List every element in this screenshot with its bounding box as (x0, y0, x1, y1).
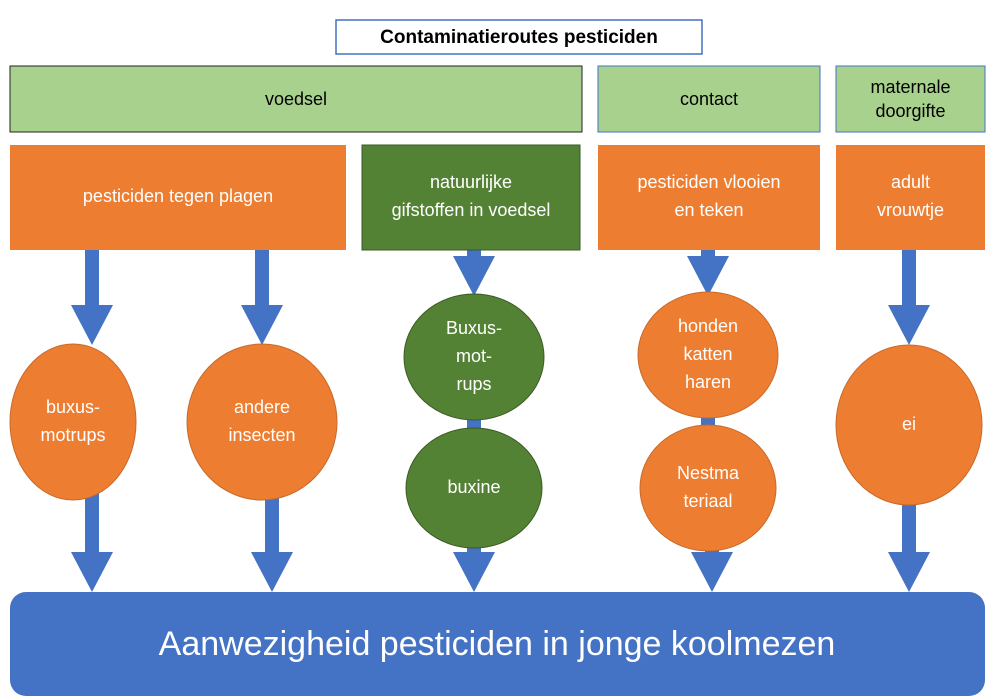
node-label: ei (902, 414, 916, 434)
arrow (888, 500, 930, 592)
node-label: andere (234, 397, 290, 417)
arrow (241, 250, 283, 345)
category-box (9, 65, 583, 133)
outcome: Aanwezigheid pesticiden in jonge koolmez… (159, 625, 836, 663)
node-label: katten (683, 344, 732, 364)
node (835, 344, 983, 506)
outcome-box (10, 592, 985, 696)
node-label: Nestma (677, 463, 740, 483)
category-label: contact (680, 89, 738, 109)
source-label: vrouwtje (877, 200, 944, 220)
category-box (597, 65, 821, 133)
arrow (687, 250, 729, 296)
category-box (835, 65, 986, 133)
source-box (361, 144, 581, 251)
arrow (251, 495, 293, 592)
source-label: pesticiden tegen plagen (83, 186, 273, 206)
node-label: teriaal (683, 491, 732, 511)
node (405, 427, 543, 549)
category-label: voedsel (265, 89, 327, 109)
source-label: adult (891, 172, 930, 192)
node (186, 343, 338, 501)
arrow (888, 250, 930, 345)
node (637, 291, 779, 419)
node-label: buxine (447, 477, 500, 497)
node-label: buxus- (46, 397, 100, 417)
node (9, 343, 137, 501)
node-label: honden (678, 316, 738, 336)
node-label: mot- (456, 346, 492, 366)
node-label: insecten (228, 425, 295, 445)
source-label: natuurlijke (430, 172, 512, 192)
arrow (691, 545, 733, 592)
category-label: maternale (870, 77, 950, 97)
arrow (71, 250, 113, 345)
node-label: motrups (40, 425, 105, 445)
node-label: Buxus- (446, 318, 502, 338)
node (639, 424, 777, 552)
title-box (335, 19, 703, 55)
node (403, 293, 545, 421)
source-box (10, 145, 346, 250)
source-label: en teken (674, 200, 743, 220)
category-label: doorgifte (875, 101, 945, 121)
source-box (598, 145, 820, 250)
source-label: pesticiden vlooien (637, 172, 780, 192)
arrow (453, 250, 495, 296)
arrow (453, 540, 495, 592)
source-label: gifstoffen in voedsel (392, 200, 551, 220)
arrow (71, 490, 113, 592)
source-box (836, 145, 985, 250)
title: Contaminatieroutes pesticiden (380, 27, 658, 48)
node-label: rups (456, 374, 491, 394)
node-label: haren (685, 372, 731, 392)
